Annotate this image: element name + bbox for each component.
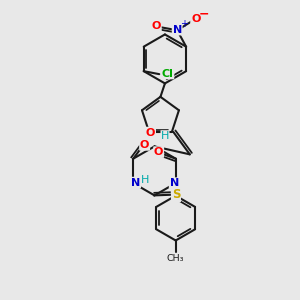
Text: H: H xyxy=(161,130,169,140)
Text: O: O xyxy=(191,14,200,24)
Text: S: S xyxy=(172,188,180,201)
Text: N: N xyxy=(172,25,182,35)
Text: +: + xyxy=(180,19,188,29)
Text: O: O xyxy=(146,128,155,138)
Text: N: N xyxy=(131,178,140,188)
Text: O: O xyxy=(154,147,164,157)
Text: CH₃: CH₃ xyxy=(167,254,184,263)
Text: O: O xyxy=(152,21,161,31)
Text: −: − xyxy=(199,7,209,20)
Text: N: N xyxy=(169,178,179,188)
Text: O: O xyxy=(140,140,149,150)
Text: H: H xyxy=(140,175,149,184)
Text: Cl: Cl xyxy=(162,69,174,79)
